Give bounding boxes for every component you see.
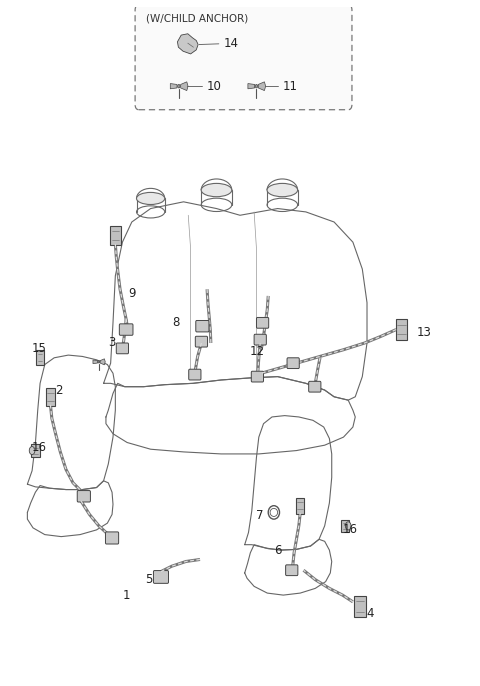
Text: 9: 9 [128,287,135,300]
Text: 16: 16 [32,440,47,453]
FancyBboxPatch shape [252,371,264,382]
FancyBboxPatch shape [195,336,207,347]
FancyBboxPatch shape [396,320,407,340]
Text: 12: 12 [250,344,264,357]
Text: 10: 10 [207,80,222,93]
Text: 13: 13 [416,327,431,340]
FancyBboxPatch shape [286,565,298,576]
Text: 1: 1 [122,589,130,602]
Ellipse shape [267,183,298,197]
FancyBboxPatch shape [31,444,40,458]
FancyBboxPatch shape [120,324,133,335]
Text: 11: 11 [282,80,297,93]
Text: 16: 16 [343,523,358,536]
Text: 14: 14 [224,37,239,50]
Polygon shape [93,360,97,364]
FancyBboxPatch shape [309,381,321,392]
Text: 8: 8 [172,316,179,329]
Polygon shape [100,359,105,365]
Text: 4: 4 [366,606,373,619]
FancyBboxPatch shape [196,320,209,332]
Text: 3: 3 [108,337,116,349]
Ellipse shape [201,183,232,197]
Polygon shape [180,82,188,91]
Polygon shape [178,34,198,54]
FancyBboxPatch shape [254,334,266,345]
Ellipse shape [346,522,351,530]
FancyBboxPatch shape [106,532,119,544]
Text: 7: 7 [256,509,264,522]
FancyBboxPatch shape [46,388,55,405]
Ellipse shape [255,84,258,88]
Text: 2: 2 [56,383,63,397]
FancyBboxPatch shape [154,571,168,583]
FancyBboxPatch shape [36,351,44,365]
Ellipse shape [136,192,165,204]
FancyBboxPatch shape [287,358,299,368]
Ellipse shape [29,447,35,455]
Polygon shape [258,82,265,91]
Text: 5: 5 [145,573,152,586]
FancyBboxPatch shape [110,226,120,245]
Text: 6: 6 [274,543,281,556]
Ellipse shape [178,84,180,88]
Ellipse shape [98,361,100,363]
FancyBboxPatch shape [341,520,348,532]
FancyBboxPatch shape [116,343,129,354]
FancyBboxPatch shape [296,497,304,514]
FancyBboxPatch shape [135,5,352,110]
Text: (W/CHILD ANCHOR): (W/CHILD ANCHOR) [146,14,248,23]
FancyBboxPatch shape [189,369,201,380]
FancyBboxPatch shape [354,595,366,617]
FancyBboxPatch shape [77,490,90,502]
Polygon shape [170,84,177,88]
FancyBboxPatch shape [256,318,269,328]
Polygon shape [248,84,254,88]
Text: 15: 15 [32,342,47,355]
